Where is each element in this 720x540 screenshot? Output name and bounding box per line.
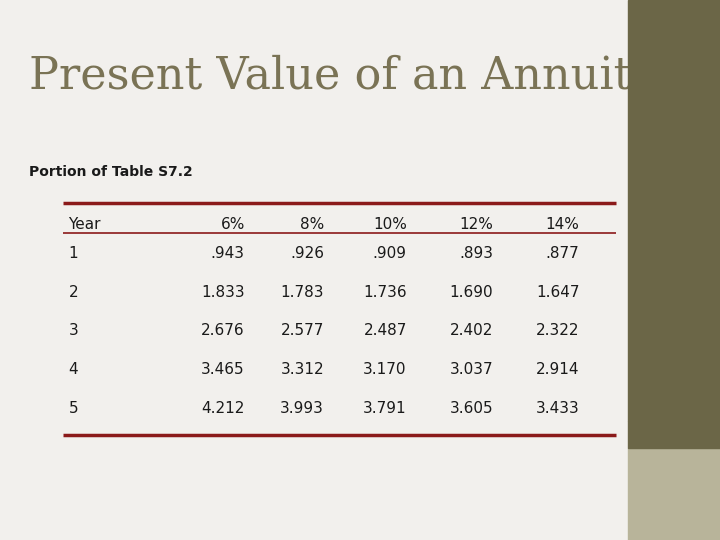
Text: 3.605: 3.605 xyxy=(449,401,493,416)
Text: 3.433: 3.433 xyxy=(536,401,580,416)
Text: 2.402: 2.402 xyxy=(450,323,493,339)
Text: 3: 3 xyxy=(68,323,78,339)
Text: 2.914: 2.914 xyxy=(536,362,580,377)
Text: .943: .943 xyxy=(211,246,245,261)
Text: Year: Year xyxy=(68,217,101,232)
Text: 3.993: 3.993 xyxy=(280,401,324,416)
Text: 2.487: 2.487 xyxy=(364,323,407,339)
Text: 2.322: 2.322 xyxy=(536,323,580,339)
Text: .926: .926 xyxy=(290,246,324,261)
Text: 6%: 6% xyxy=(220,217,245,232)
Text: .877: .877 xyxy=(546,246,580,261)
Text: 1.783: 1.783 xyxy=(281,285,324,300)
Text: 2.676: 2.676 xyxy=(201,323,245,339)
Text: 10%: 10% xyxy=(373,217,407,232)
Text: .909: .909 xyxy=(373,246,407,261)
Text: 3.465: 3.465 xyxy=(201,362,245,377)
Text: 3.791: 3.791 xyxy=(363,401,407,416)
Text: 8%: 8% xyxy=(300,217,324,232)
Text: 4.212: 4.212 xyxy=(202,401,245,416)
Text: 12%: 12% xyxy=(459,217,493,232)
Text: 14%: 14% xyxy=(546,217,580,232)
Text: 2: 2 xyxy=(68,285,78,300)
Text: 1.647: 1.647 xyxy=(536,285,580,300)
Text: 4: 4 xyxy=(68,362,78,377)
Text: Portion of Table S7.2: Portion of Table S7.2 xyxy=(29,165,192,179)
Text: 1: 1 xyxy=(68,246,78,261)
Text: 5: 5 xyxy=(68,401,78,416)
Text: 1.833: 1.833 xyxy=(201,285,245,300)
Text: 3.170: 3.170 xyxy=(364,362,407,377)
Text: 1.690: 1.690 xyxy=(449,285,493,300)
Text: 2.577: 2.577 xyxy=(281,323,324,339)
Text: 1.736: 1.736 xyxy=(363,285,407,300)
Text: 3.037: 3.037 xyxy=(449,362,493,377)
Text: Present Value of an Annuity: Present Value of an Annuity xyxy=(29,54,657,98)
Text: 3.312: 3.312 xyxy=(280,362,324,377)
Text: .893: .893 xyxy=(459,246,493,261)
